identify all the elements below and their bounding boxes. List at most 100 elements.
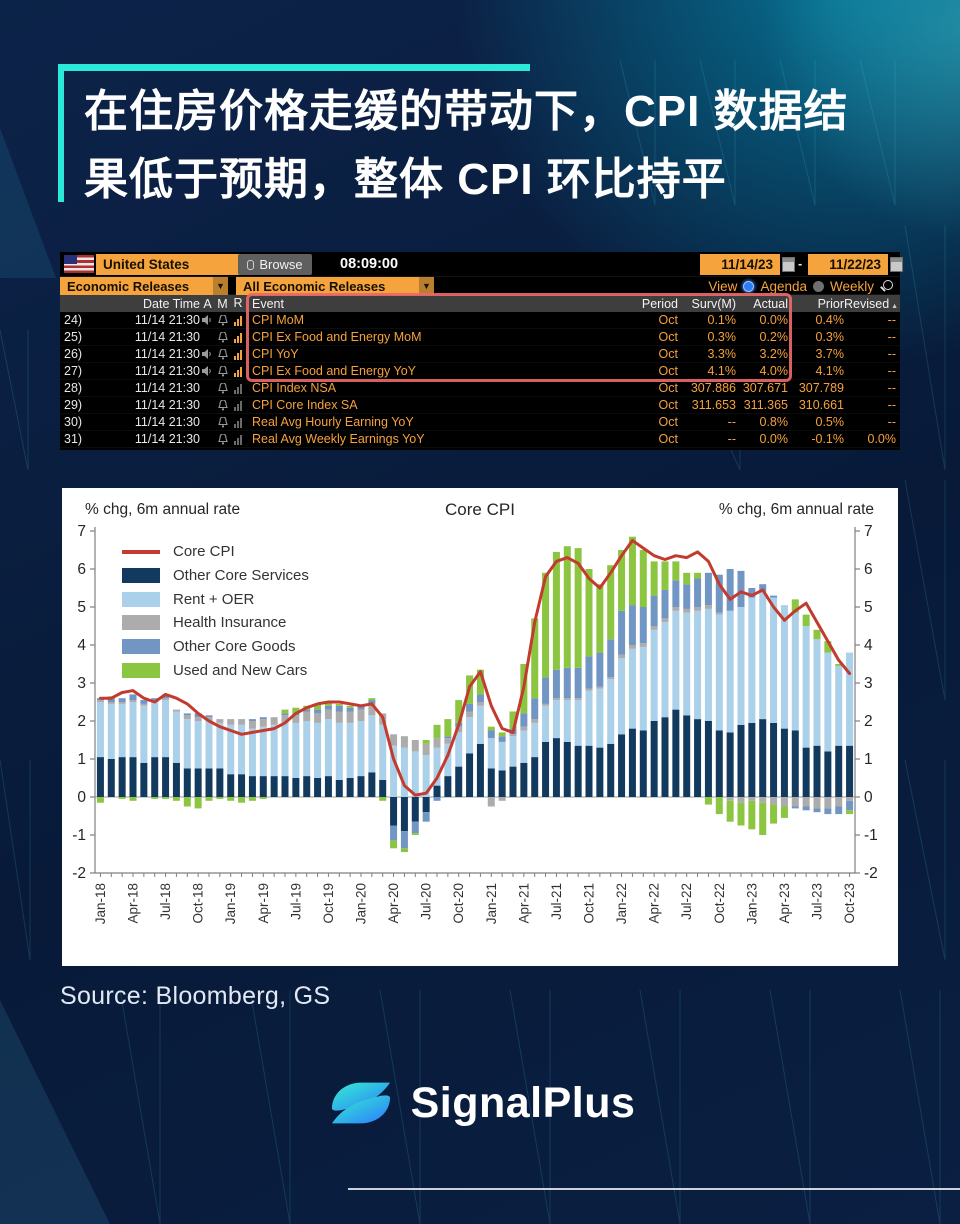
chart-icon[interactable] [230,331,246,343]
legend-label: Health Insurance [173,614,287,632]
column-header-period[interactable]: Period [641,296,678,311]
date-to-field[interactable]: 11/22/23 [808,254,888,275]
column-header-surv-m-[interactable]: Surv(M) [691,296,736,311]
bell-icon [215,348,230,360]
svg-text:Jul-23: Jul-23 [810,883,825,920]
legend-swatch [122,550,160,554]
weekly-label: Weekly [829,278,874,294]
chart-icon[interactable] [230,416,246,428]
bloomberg-terminal-panel: United States Browse 08:09:00 11/14/23 -… [60,252,903,450]
svg-text:Oct-23: Oct-23 [842,883,857,924]
calendar-icon[interactable] [890,257,903,272]
svg-text:Jul-19: Jul-19 [288,883,303,920]
chart-icon[interactable] [230,382,246,394]
event-name: CPI Ex Food and Energy YoY [252,364,416,378]
column-header-m[interactable]: M [217,296,228,311]
event-row[interactable]: 26) 11/14 21:30 CPI YoY Oct 3.3% 3.2% 3.7% -- [60,346,900,363]
chart-icon[interactable] [230,433,246,445]
svg-text:4: 4 [77,637,86,654]
chart-icon[interactable] [230,314,246,326]
event-row[interactable]: 29) 11/14 21:30 CPI Core Index SA Oct 311.65… [60,397,900,414]
event-row[interactable]: 31) 11/14 21:30 Real Avg Weekly Earnings Y… [60,431,900,448]
svg-text:5: 5 [864,599,873,616]
chart-icon[interactable] [230,348,246,360]
title-accent-top [58,64,530,71]
release-type-dropdown[interactable]: Economic Releases [60,277,213,295]
legend-entry: Other Core Goods [122,635,309,659]
svg-text:Jan-21: Jan-21 [484,883,499,924]
event-name: CPI MoM [252,313,305,327]
date-from-value: 11/14/23 [721,257,773,272]
bell-icon [215,382,230,394]
svg-text:-1: -1 [864,827,878,844]
column-header-event[interactable]: Event [252,296,284,311]
release-filter-dropdown[interactable]: All Economic Releases [236,277,419,295]
svg-text:2: 2 [77,713,86,730]
column-header-a[interactable]: A [203,296,212,311]
svg-text:Jul-20: Jul-20 [419,883,434,920]
core-cpi-chart: -2 -2 -1 -1 0 0 1 1 2 2 3 3 4 4 5 5 6 6 7 7 Jan-18 Apr-18 Jul-… [72,523,878,924]
core-cpi-chart-panel: % chg, 6m annual rate Core CPI % chg, 6m… [62,488,898,966]
agenda-radio[interactable] [812,280,824,292]
svg-text:6: 6 [77,561,86,578]
legend-swatch [122,662,160,678]
chart-icon[interactable] [230,365,246,377]
speaker-icon [200,315,215,325]
bell-icon [215,433,230,445]
bell-icon [215,399,230,411]
legend-entry: Other Core Services [122,564,309,588]
table-header-row: Date Time A M R Event Period Surv(M) Actual Prio… [60,295,900,312]
release-filter-value: All Economic Releases [243,278,386,294]
right-axis-caption: % chg, 6m annual rate [718,501,874,518]
svg-text:Jan-18: Jan-18 [93,883,108,924]
bell-icon [215,331,230,343]
column-header-r[interactable]: R [233,295,243,310]
column-header-prior[interactable]: Prior [817,296,844,311]
legend-label: Other Core Goods [173,638,296,656]
source-attribution: Source: Bloomberg, GS [60,982,331,1010]
column-header-revised[interactable]: Revised ▲ [844,296,899,311]
event-row[interactable]: 30) 11/14 21:30 Real Avg Hourly Earning Yo… [60,414,900,431]
chart-title: Core CPI [445,500,515,519]
event-name: CPI Core Index SA [252,398,358,412]
column-header-actual[interactable]: Actual [753,296,788,311]
view-mode-group: View Agenda Weekly [708,278,894,294]
terminal-topbar: United States Browse 08:09:00 11/14/23 -… [60,252,903,277]
svg-text:Jan-23: Jan-23 [744,883,759,924]
legend-entry: Used and New Cars [122,658,309,682]
browse-button[interactable]: Browse [238,254,312,275]
chart-legend: Core CPI Other Core Services Rent + OER Hea… [122,540,309,682]
svg-text:3: 3 [864,675,873,692]
svg-text:Apr-20: Apr-20 [386,883,401,924]
event-row[interactable]: 28) 11/14 21:30 CPI Index NSA Oct 307.886 307… [60,380,900,397]
svg-text:Oct-19: Oct-19 [321,883,336,924]
search-icon[interactable] [880,279,894,293]
country-selector[interactable]: United States [96,254,262,275]
svg-text:1: 1 [864,751,873,768]
calendar-icon[interactable] [782,257,795,272]
event-name: CPI YoY [252,347,299,361]
event-row[interactable]: 25) 11/14 21:30 CPI Ex Food and Energy MoM… [60,329,900,346]
svg-text:Apr-22: Apr-22 [647,883,662,924]
legend-swatch [122,568,160,584]
view-label: View [708,278,738,294]
svg-text:Jul-22: Jul-22 [679,883,694,920]
legend-entry: Health Insurance [122,611,309,635]
event-row[interactable]: 24) 11/14 21:30 CPI MoM Oct 0.1% 0.0% 0.4% -- [60,312,900,329]
bell-icon [215,416,230,428]
event-name: Real Avg Hourly Earning YoY [252,415,414,429]
date-from-field[interactable]: 11/14/23 [700,254,780,275]
table-rows-container: 24) 11/14 21:30 CPI MoM Oct 0.1% 0.0% 0.4% -- 25… [60,312,900,448]
date-range-separator: - [798,257,803,271]
view-radio-selected[interactable] [743,280,755,292]
event-name: Real Avg Weekly Earnings YoY [252,432,425,446]
date-to-value: 11/22/23 [829,257,881,272]
dropdown-arrow-icon[interactable]: ▼ [419,277,434,295]
svg-text:6: 6 [864,561,873,578]
dropdown-arrow-icon[interactable]: ▼ [213,277,228,295]
column-header-date-time[interactable]: Date Time [143,296,200,311]
event-row[interactable]: 27) 11/14 21:30 CPI Ex Food and Energy YoY… [60,363,900,380]
signalplus-logo: SignalPlus [0,1072,960,1134]
legend-label: Used and New Cars [173,661,308,679]
chart-icon[interactable] [230,399,246,411]
